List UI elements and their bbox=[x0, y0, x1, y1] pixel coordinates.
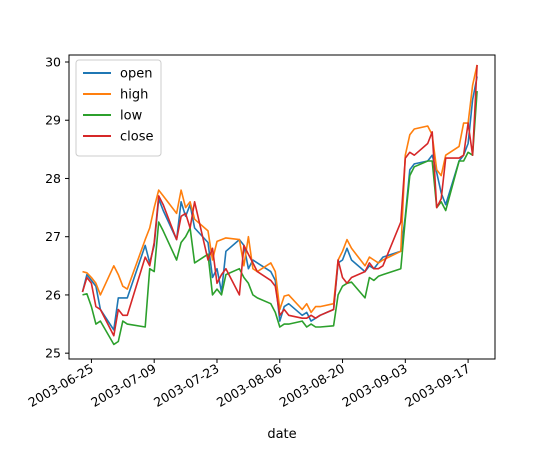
legend-label-open: open bbox=[120, 67, 152, 82]
x-tick-label: 2003-08-20 bbox=[277, 361, 347, 410]
x-tick-label: 2003-07-09 bbox=[88, 361, 158, 410]
y-axis: 25 26 27 28 29 30 bbox=[45, 54, 69, 361]
y-tick-label: 27 bbox=[45, 229, 61, 244]
legend-label-high: high bbox=[120, 88, 148, 103]
x-tick-label: 2003-08-06 bbox=[214, 361, 284, 410]
y-tick-label: 30 bbox=[45, 54, 61, 69]
y-tick-label: 29 bbox=[45, 113, 61, 128]
plot-frame bbox=[68, 54, 496, 360]
legend-box bbox=[75, 59, 162, 157]
series-line-low bbox=[82, 91, 478, 346]
x-tick-label: 2003-07-23 bbox=[151, 361, 221, 410]
x-tick-label: 2003-09-03 bbox=[339, 361, 409, 410]
legend-label-low: low bbox=[120, 109, 143, 124]
y-tick-label: 26 bbox=[45, 287, 61, 302]
x-tick-label: 2003-06-25 bbox=[25, 361, 95, 410]
y-tick-label: 28 bbox=[45, 171, 61, 186]
legend-label-close: close bbox=[120, 130, 153, 145]
x-axis: 2003-06-252003-07-092003-07-232003-08-06… bbox=[25, 359, 473, 410]
x-axis-label: date bbox=[267, 427, 296, 442]
y-tick-label: 25 bbox=[45, 346, 61, 361]
plot-lines bbox=[81, 64, 478, 346]
legend: open high low close bbox=[75, 59, 162, 157]
x-tick-label: 2003-09-17 bbox=[402, 361, 472, 410]
series-line-high bbox=[82, 64, 478, 314]
series-line-close bbox=[81, 64, 478, 337]
